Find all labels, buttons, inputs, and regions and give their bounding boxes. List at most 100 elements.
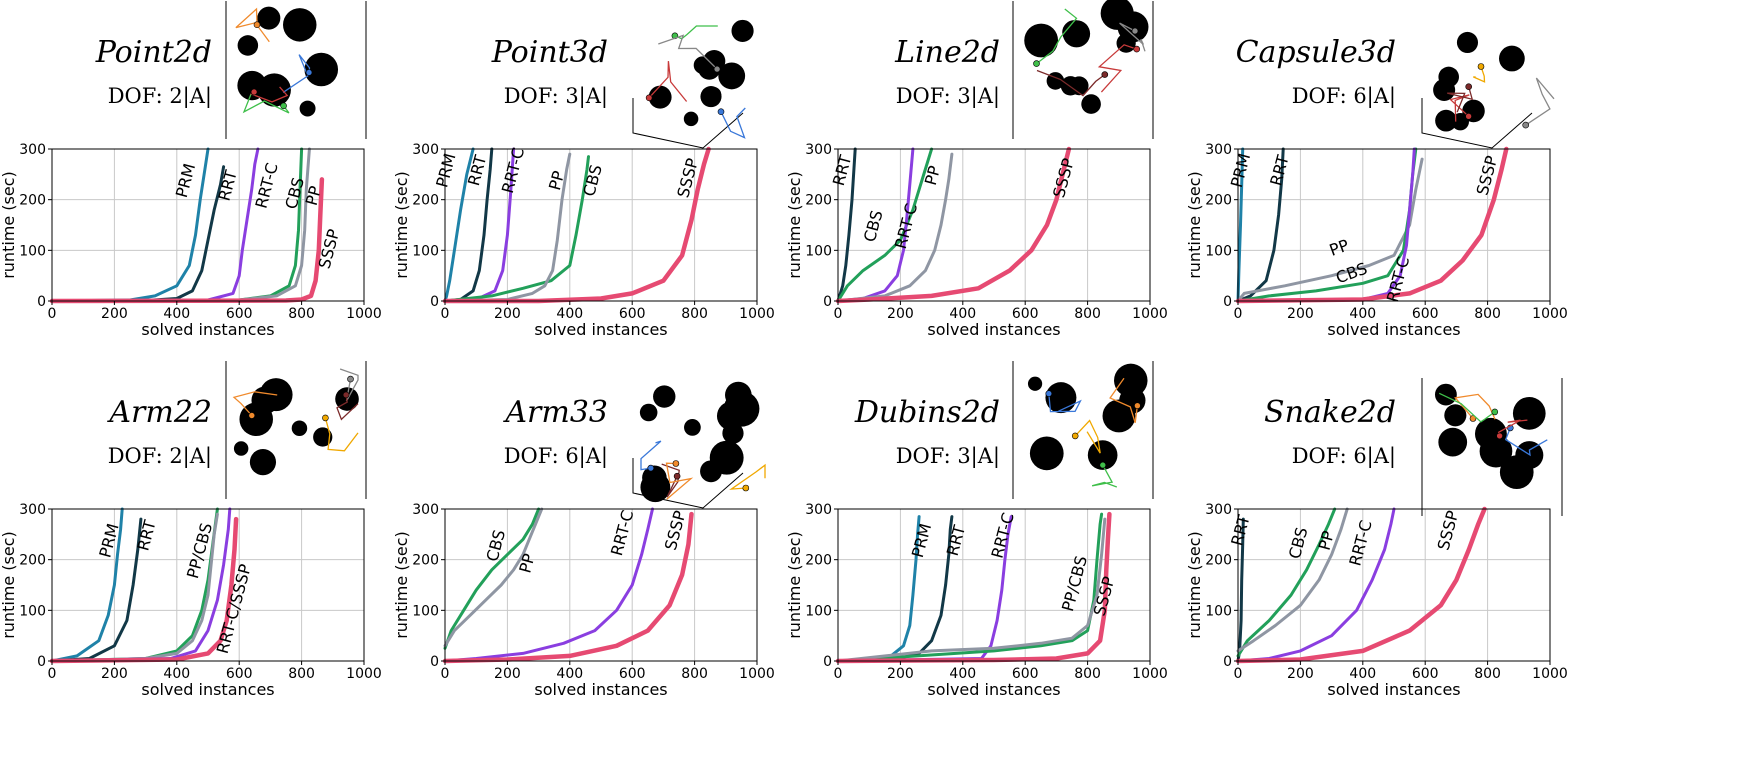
obstacle — [1027, 376, 1043, 391]
y-tick-label: 300 — [412, 502, 439, 518]
agent-marker — [713, 65, 721, 73]
y-tick-label: 0 — [430, 294, 439, 310]
series-annotation: PP — [1315, 528, 1338, 552]
x-tick-label: 400 — [949, 306, 976, 322]
obstacle — [1029, 436, 1064, 471]
obstacle — [642, 465, 667, 491]
y-tick-label: 200 — [805, 193, 832, 209]
plot-frame — [444, 508, 758, 662]
agent-marker — [1477, 63, 1485, 70]
chart-panel-point2d: Point2d DOF: 2|A| 0 200 400 600 800 1000 0 100 200… — [0, 1, 382, 339]
agent-path — [665, 462, 694, 500]
y-tick-label: 0 — [430, 654, 439, 670]
agent-marker — [253, 21, 261, 29]
series-line-cbs — [836, 147, 934, 303]
series-line-rrt — [1236, 147, 1285, 303]
obstacle — [1087, 440, 1118, 470]
agent-path — [1119, 22, 1146, 52]
dof-label: DOF: 2|A| — [108, 84, 212, 109]
x-tick-label: 400 — [556, 306, 583, 322]
series-line-prm — [836, 515, 921, 663]
x-tick-label: 800 — [1474, 306, 1501, 322]
obstacle — [684, 419, 701, 436]
environment-thumbnail — [632, 19, 754, 149]
obstacle — [1024, 23, 1059, 58]
agent-path — [674, 25, 718, 40]
agent-path — [324, 417, 359, 452]
x-tick-label: 1000 — [346, 666, 382, 682]
series-line-pp — [836, 517, 1107, 663]
series-annotation: PP — [302, 184, 325, 208]
x-tick-label: 800 — [1074, 666, 1101, 682]
y-tick-label: 300 — [19, 142, 46, 158]
series-line-pp — [836, 152, 954, 303]
obstacle — [683, 111, 699, 127]
floor-outline — [632, 98, 744, 149]
x-axis-label: solved instances — [1327, 680, 1460, 699]
obstacle — [237, 70, 267, 101]
agent-marker — [672, 460, 680, 467]
plot-frame — [51, 148, 365, 302]
x-tick-label: 200 — [101, 306, 128, 322]
chart-panel-arm22: Arm22 DOF: 2|A| 0 200 400 600 800 1000 0 100 200 30… — [0, 361, 382, 699]
agent-marker — [342, 391, 350, 399]
y-axis-label: runtime (sec) — [1185, 171, 1204, 279]
agent-marker — [322, 414, 329, 422]
series-annotation: CBS — [1285, 525, 1312, 561]
series-annotation: RRT-C — [891, 201, 921, 251]
agent-marker — [1134, 402, 1141, 410]
x-tick-label: 800 — [1474, 666, 1501, 682]
x-tick-label: 600 — [619, 666, 646, 682]
x-tick-label: 200 — [1287, 666, 1314, 682]
obstacle — [237, 35, 259, 56]
chart-title: Arm33 — [502, 395, 608, 430]
chart-panel-arm33: Arm33 DOF: 6|A| 0 200 400 600 800 1000 0 100 200 30… — [392, 381, 775, 699]
x-tick-label: 600 — [1412, 666, 1439, 682]
x-tick-label: 200 — [887, 306, 914, 322]
x-tick-label: 1000 — [1532, 666, 1568, 682]
x-tick-label: 0 — [441, 666, 450, 682]
y-tick-label: 200 — [1205, 193, 1232, 209]
obstacle — [709, 440, 744, 475]
agent-path — [1454, 393, 1496, 420]
x-tick-label: 1000 — [1132, 666, 1168, 682]
floor-outline — [632, 458, 744, 509]
agent-marker — [1496, 432, 1503, 440]
series-line-rrt-c — [443, 507, 654, 663]
dof-label: DOF: 6|A| — [1292, 444, 1396, 469]
x-tick-label: 400 — [1349, 306, 1376, 322]
y-tick-label: 300 — [19, 502, 46, 518]
series-annotation: PP — [1327, 235, 1352, 260]
agent-path — [232, 391, 278, 416]
y-tick-label: 100 — [805, 603, 832, 619]
agent-path — [1525, 77, 1555, 126]
series-line-pp — [443, 507, 544, 648]
agent-path — [640, 440, 662, 471]
agent-path — [1091, 464, 1118, 488]
obstacle — [1438, 427, 1468, 457]
x-tick-label: 600 — [619, 306, 646, 322]
y-tick-label: 0 — [37, 654, 46, 670]
series-line-rrt-c — [1236, 507, 1396, 663]
y-tick-label: 100 — [412, 603, 439, 619]
agent-marker — [1033, 60, 1040, 67]
series-line-cbs — [836, 512, 1104, 663]
x-tick-label: 200 — [494, 306, 521, 322]
x-tick-label: 600 — [1412, 306, 1439, 322]
series-annotation: PP/CBS — [1058, 554, 1091, 614]
x-tick-label: 600 — [1012, 666, 1039, 682]
y-tick-label: 200 — [19, 553, 46, 569]
series-line-rrt — [836, 515, 954, 663]
x-axis-label: solved instances — [141, 680, 274, 699]
x-tick-label: 200 — [887, 666, 914, 682]
y-tick-label: 200 — [805, 553, 832, 569]
dof-label: DOF: 2|A| — [108, 444, 212, 469]
x-tick-label: 0 — [441, 306, 450, 322]
x-axis-label: solved instances — [141, 320, 274, 339]
obstacle — [1434, 383, 1457, 406]
agent-path — [1109, 377, 1139, 423]
obstacle — [700, 86, 722, 108]
obstacle — [1499, 45, 1525, 72]
series-line-sssp — [442, 511, 694, 664]
x-tick-label: 0 — [834, 666, 843, 682]
